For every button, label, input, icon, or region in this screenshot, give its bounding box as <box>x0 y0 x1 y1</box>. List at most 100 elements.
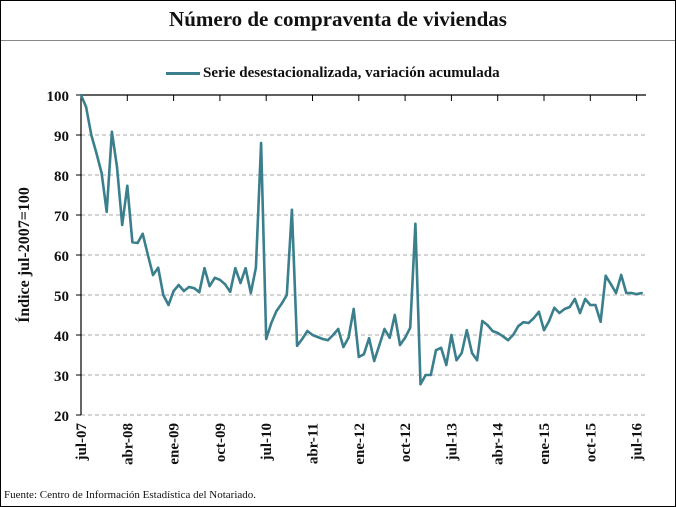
data-point <box>373 359 376 363</box>
data-point <box>228 290 232 293</box>
legend-swatch <box>166 72 200 75</box>
data-point <box>517 325 520 328</box>
x-tick-label: oct-09 <box>213 423 229 462</box>
data-point <box>511 333 515 337</box>
data-point <box>177 283 180 287</box>
data-point <box>218 278 222 281</box>
y-tick-label: 100 <box>47 89 70 105</box>
source-note: Fuente: Centro de Información Estadístic… <box>4 489 257 501</box>
data-point <box>455 359 458 362</box>
data-point <box>527 321 530 325</box>
legend: Serie desestacionalizada, variación acum… <box>166 65 500 82</box>
x-tick-label: oct-12 <box>398 423 414 462</box>
data-point <box>337 327 340 331</box>
data-point <box>537 310 541 313</box>
data-point <box>434 349 438 352</box>
data-point <box>409 326 412 329</box>
x-tick-label: oct-15 <box>583 423 599 462</box>
data-point <box>79 93 83 97</box>
x-tick-label: abr-14 <box>491 423 507 465</box>
data-point <box>244 267 247 270</box>
data-point <box>532 317 535 320</box>
y-tick-label: 70 <box>54 209 69 225</box>
data-point <box>203 267 206 270</box>
data-point <box>568 305 571 309</box>
data-point <box>465 329 469 332</box>
data-point <box>553 306 556 309</box>
data-point <box>414 222 417 225</box>
data-point <box>126 184 129 187</box>
data-point <box>563 307 566 311</box>
data-point <box>398 343 402 347</box>
data-point <box>486 323 489 327</box>
data-point <box>589 303 592 307</box>
data-point <box>265 337 268 341</box>
y-tick-label: 80 <box>54 169 69 185</box>
data-point <box>110 130 114 133</box>
data-point <box>419 383 422 386</box>
data-point <box>141 232 144 235</box>
data-point <box>239 281 242 285</box>
data-point <box>450 333 453 337</box>
data-point <box>187 285 191 289</box>
x-tick-label: ene-12 <box>352 423 368 465</box>
data-point <box>259 141 263 145</box>
data-point <box>491 329 494 333</box>
data-point <box>131 241 134 244</box>
data-point <box>630 291 633 295</box>
data-point <box>192 287 196 290</box>
data-point <box>481 319 484 323</box>
data-point <box>275 309 278 313</box>
data-point <box>383 327 386 331</box>
data-point <box>311 333 314 337</box>
y-tick-label: 30 <box>54 369 69 385</box>
data-point <box>90 133 93 137</box>
data-point <box>614 291 618 295</box>
data-point <box>635 293 638 296</box>
data-point <box>357 355 360 359</box>
data-point <box>388 336 391 339</box>
data-point <box>95 151 98 155</box>
data-point <box>424 373 427 377</box>
y-tick-label: 90 <box>54 129 69 145</box>
data-point <box>403 336 407 339</box>
chart-title: Número de compraventa de viviendas <box>169 7 507 31</box>
y-tick-label: 20 <box>54 409 69 425</box>
data-point <box>347 336 350 339</box>
data-point <box>475 359 479 362</box>
data-point <box>506 339 510 342</box>
data-point <box>321 337 324 341</box>
data-point <box>362 353 366 356</box>
data-point <box>182 289 186 293</box>
data-point <box>115 165 119 169</box>
data-point <box>167 303 170 307</box>
data-point <box>84 105 88 109</box>
data-point <box>583 297 587 301</box>
data-point <box>162 293 165 297</box>
data-point <box>445 363 448 367</box>
data-point <box>136 241 139 245</box>
x-tick-label: abr-08 <box>120 423 136 465</box>
x-tick-label: jul-16 <box>630 423 646 462</box>
title-divider <box>1 40 675 41</box>
data-point <box>501 335 505 338</box>
data-point <box>213 276 216 279</box>
x-tick-label: jul-10 <box>259 423 275 462</box>
data-point <box>208 285 211 288</box>
legend-label: Serie desestacionalizada, variación acum… <box>203 65 500 81</box>
data-point <box>640 291 643 295</box>
data-point <box>578 311 582 315</box>
data-point <box>280 302 283 305</box>
data-point <box>223 283 227 286</box>
x-tick-label: ene-15 <box>537 423 553 465</box>
data-point <box>234 267 237 270</box>
data-point <box>604 274 607 277</box>
data-point <box>429 373 433 377</box>
data-point <box>331 333 335 337</box>
data-point <box>100 171 103 175</box>
data-point <box>254 266 258 269</box>
x-tick-label: abr-11 <box>306 423 322 464</box>
data-point <box>290 208 294 211</box>
data-point <box>270 321 273 325</box>
